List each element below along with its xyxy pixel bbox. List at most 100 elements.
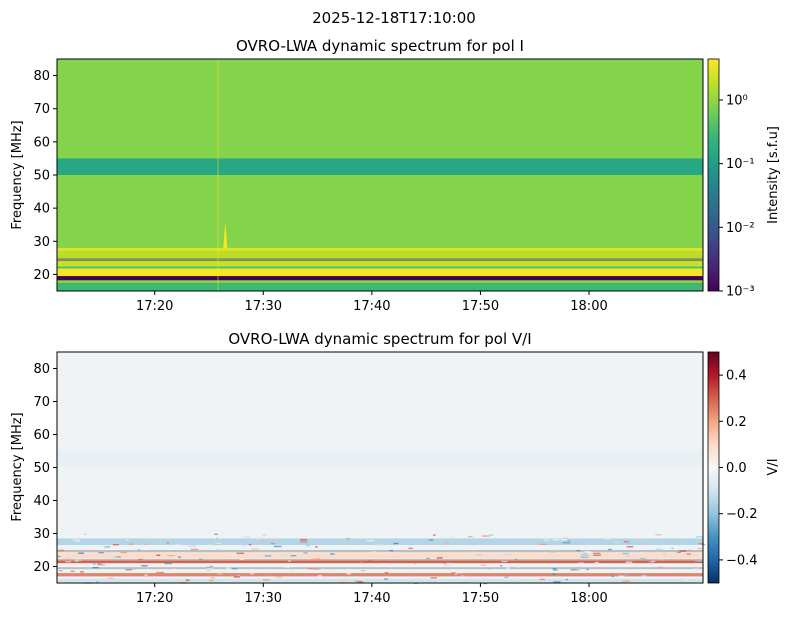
spectrum-noise <box>622 553 628 554</box>
spectrum-noise <box>288 560 291 561</box>
spectrum-noise <box>156 555 160 556</box>
spectrum-band <box>57 550 703 552</box>
spectrum-noise <box>191 549 199 550</box>
spectrum-noise <box>65 579 68 580</box>
spectrum-noise <box>552 573 555 574</box>
spectrum-noise <box>389 550 393 551</box>
spectrum-noise <box>93 567 99 568</box>
colorbar-tick-label: 10⁰ <box>726 93 748 108</box>
spectrum-noise <box>97 564 105 565</box>
spectrum-noise <box>263 579 270 580</box>
spectrum-noise <box>80 571 83 572</box>
spectrum-noise <box>593 555 601 556</box>
y-tick-label: 20 <box>33 560 50 575</box>
colorbar-tick-label: −0.4 <box>726 553 758 568</box>
spectrum-noise <box>408 548 413 549</box>
spectrum-noise <box>628 542 632 543</box>
spectrum-noise <box>117 556 121 557</box>
spectrum-noise <box>488 568 491 569</box>
spectrum-noise <box>300 541 308 542</box>
spectrum-noise <box>215 542 221 543</box>
spectrum-noise <box>626 562 633 563</box>
spectrum-noise <box>587 569 589 570</box>
y-tick-label: 80 <box>33 69 50 84</box>
spectrum-noise <box>75 561 79 562</box>
spectrum-noise <box>317 558 320 559</box>
spectrum-noise <box>237 553 245 554</box>
spectrum-noise <box>581 554 588 555</box>
spectrum-noise <box>489 557 495 558</box>
y-tick-label: 60 <box>33 428 50 443</box>
spectrum-noise <box>300 539 307 540</box>
spectrum-noise <box>627 546 634 547</box>
spectrum-band <box>57 567 703 569</box>
spectrum-noise <box>167 555 174 556</box>
spectrum-band <box>57 451 703 468</box>
spectrum-noise <box>506 567 510 568</box>
spectrum-noise <box>553 569 558 570</box>
spectrum-noise <box>393 543 398 544</box>
x-tick-label: 17:40 <box>353 591 390 606</box>
spectrum-noise <box>351 547 358 548</box>
spectrum-noise <box>164 563 172 564</box>
spectrum-band <box>57 276 703 280</box>
x-tick-label: 17:30 <box>245 591 282 606</box>
spectrum-noise <box>156 572 164 573</box>
y-tick-label: 50 <box>33 461 50 476</box>
spectrum-noise <box>651 561 655 562</box>
spectrum-noise <box>604 538 611 539</box>
spectrum-noise <box>698 548 702 549</box>
spectrum-noise <box>677 552 681 553</box>
spectrum-noise <box>216 538 219 539</box>
x-tick-label: 18:00 <box>570 591 607 606</box>
spectrum-noise <box>561 539 567 540</box>
spectrum-noise <box>671 548 673 549</box>
spectrum-band <box>57 561 703 564</box>
spectrum-noise <box>326 569 334 570</box>
spectrum-noise <box>207 568 214 569</box>
spectrum-band <box>57 280 703 282</box>
spectrum-noise <box>372 551 376 552</box>
spectrum-noise <box>477 580 484 581</box>
spectrum-noise <box>626 555 630 556</box>
spectrum-noise <box>189 546 196 547</box>
spectrum-noise <box>501 558 509 559</box>
spectrum-noise <box>144 544 147 545</box>
spectrum-noise <box>113 544 119 545</box>
spectrum-noise <box>340 581 346 582</box>
spectrum-noise <box>58 550 64 551</box>
spectrum-noise <box>250 573 254 574</box>
panel-title: OVRO-LWA dynamic spectrum for pol I <box>236 37 524 55</box>
colorbar-tick-label: 0.2 <box>726 415 747 430</box>
spectrum-noise <box>120 552 126 553</box>
x-tick-label: 18:00 <box>570 299 607 314</box>
spectrum-noise <box>624 541 628 542</box>
spectrum-noise <box>427 558 430 559</box>
spectrum-noise <box>544 540 549 541</box>
spectrum-noise <box>581 557 589 558</box>
spectrum-noise <box>607 574 609 575</box>
spectrum-band <box>57 251 703 258</box>
spectrum-noise <box>265 555 271 556</box>
spectrum-noise <box>311 559 317 560</box>
spectrum-band <box>57 559 703 561</box>
spectrum-noise <box>384 578 388 579</box>
spectrum-noise <box>93 563 96 564</box>
spectrum-noise <box>458 572 463 573</box>
spectrum-band <box>57 573 703 576</box>
spectrum-noise <box>468 536 472 537</box>
spectrum-noise <box>303 556 307 557</box>
spectrum-noise <box>178 563 181 564</box>
spectrum-noise <box>267 574 271 575</box>
spectrum-noise <box>132 568 136 569</box>
spectrum-noise <box>126 539 129 540</box>
spectrum-band <box>57 267 703 269</box>
spectrum-noise <box>504 577 508 578</box>
spectrum-band <box>57 553 703 558</box>
spectrum-band <box>57 261 703 266</box>
y-tick-label: 30 <box>33 527 50 542</box>
spectrum-noise <box>220 571 226 572</box>
spectrum-noise <box>476 554 482 555</box>
spectrum-noise <box>410 570 413 571</box>
spectrum-noise <box>234 576 240 577</box>
